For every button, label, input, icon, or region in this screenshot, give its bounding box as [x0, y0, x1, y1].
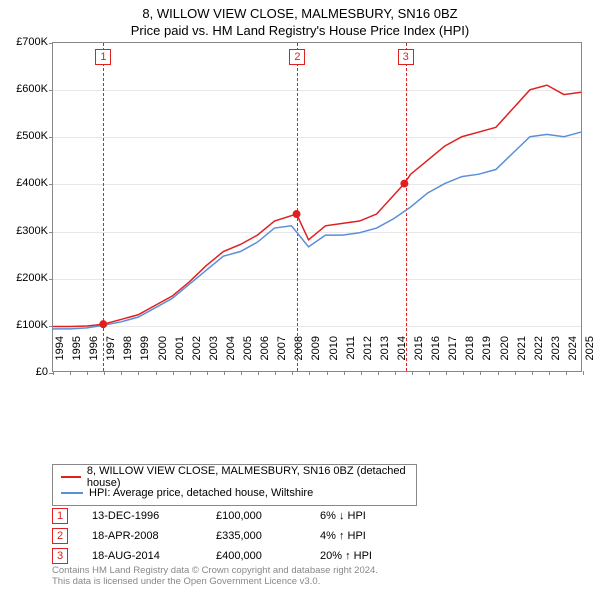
x-axis-label: 2001 [174, 336, 186, 376]
y-axis-label: £300K [16, 225, 48, 237]
event-date: 18-APR-2008 [92, 530, 192, 542]
x-axis-label: 2015 [413, 336, 425, 376]
event-number-box: 2 [52, 528, 68, 544]
y-axis-label: £100K [16, 319, 48, 331]
x-axis-label: 2006 [259, 336, 271, 376]
plot-area: 123 [52, 42, 582, 372]
events-table: 1 13-DEC-1996 £100,000 6% ↓ HPI 2 18-APR-2008… [52, 506, 400, 566]
x-axis-label: 2011 [345, 336, 357, 376]
x-axis-label: 1999 [139, 336, 151, 376]
event-row: 2 18-APR-2008 £335,000 4% ↑ HPI [52, 526, 400, 546]
x-axis-label: 2019 [481, 336, 493, 376]
chart-page: 8, WILLOW VIEW CLOSE, MALMESBURY, SN16 0… [0, 0, 600, 590]
event-number-box: 1 [52, 508, 68, 524]
event-date: 13-DEC-1996 [92, 510, 192, 522]
footer-attribution: Contains HM Land Registry data © Crown c… [52, 566, 378, 588]
x-axis-label: 2018 [464, 336, 476, 376]
x-axis-label: 2014 [396, 336, 408, 376]
event-price: £400,000 [216, 550, 296, 562]
x-axis-label: 2020 [499, 336, 511, 376]
x-axis-label: 2009 [310, 336, 322, 376]
x-axis-label: 2022 [533, 336, 545, 376]
x-axis-label: 2012 [362, 336, 374, 376]
x-axis-label: 1997 [105, 336, 117, 376]
legend-label: 8, WILLOW VIEW CLOSE, MALMESBURY, SN16 0… [87, 465, 408, 489]
sale-marker-icon [400, 180, 408, 188]
x-axis-label: 2021 [516, 336, 528, 376]
x-axis-label: 1996 [88, 336, 100, 376]
x-axis-label: 2002 [191, 336, 203, 376]
x-axis-label: 2007 [276, 336, 288, 376]
x-axis-label: 2024 [567, 336, 579, 376]
event-price: £335,000 [216, 530, 296, 542]
x-axis-label: 2008 [293, 336, 305, 376]
legend-swatch-icon [61, 492, 83, 494]
x-axis-label: 1998 [122, 336, 134, 376]
line-series [53, 43, 581, 371]
legend-label: HPI: Average price, detached house, Wilt… [89, 487, 313, 499]
sale-marker-icon [293, 210, 301, 218]
x-axis-label: 2013 [379, 336, 391, 376]
y-axis-label: £700K [16, 36, 48, 48]
event-row: 1 13-DEC-1996 £100,000 6% ↓ HPI [52, 506, 400, 526]
legend: 8, WILLOW VIEW CLOSE, MALMESBURY, SN16 0… [52, 464, 417, 506]
title-sub: Price paid vs. HM Land Registry's House … [0, 23, 600, 38]
y-axis-label: £0 [36, 366, 48, 378]
x-axis-label: 2017 [447, 336, 459, 376]
x-axis-label: 2016 [430, 336, 442, 376]
titles: 8, WILLOW VIEW CLOSE, MALMESBURY, SN16 0… [0, 0, 600, 38]
legend-item: 8, WILLOW VIEW CLOSE, MALMESBURY, SN16 0… [61, 469, 408, 485]
footer-line-2: This data is licensed under the Open Gov… [52, 577, 378, 588]
sale-markers [99, 180, 408, 329]
x-axis-label: 2004 [225, 336, 237, 376]
event-price: £100,000 [216, 510, 296, 522]
y-axis-label: £500K [16, 130, 48, 142]
sale-marker-icon [99, 320, 107, 328]
x-axis-label: 2005 [242, 336, 254, 376]
x-axis-label: 2025 [584, 336, 596, 376]
x-axis-label: 2023 [550, 336, 562, 376]
property-line [53, 85, 581, 326]
event-row: 3 18-AUG-2014 £400,000 20% ↑ HPI [52, 546, 400, 566]
y-axis-label: £200K [16, 272, 48, 284]
y-axis-label: £400K [16, 177, 48, 189]
x-axis-label: 1995 [71, 336, 83, 376]
title-main: 8, WILLOW VIEW CLOSE, MALMESBURY, SN16 0… [0, 6, 600, 21]
x-axis-label: 2010 [328, 336, 340, 376]
x-axis-label: 1994 [54, 336, 66, 376]
event-date: 18-AUG-2014 [92, 550, 192, 562]
hpi-line [53, 132, 581, 329]
y-axis-label: £600K [16, 83, 48, 95]
event-hpi-delta: 20% ↑ HPI [320, 550, 400, 562]
event-hpi-delta: 6% ↓ HPI [320, 510, 400, 522]
x-axis-label: 2000 [157, 336, 169, 376]
event-number-box: 3 [52, 548, 68, 564]
chart: 123 £0£100K£200K£300K£400K£500K£600K£700… [0, 42, 600, 422]
x-axis-label: 2003 [208, 336, 220, 376]
event-hpi-delta: 4% ↑ HPI [320, 530, 400, 542]
legend-swatch-icon [61, 476, 81, 478]
